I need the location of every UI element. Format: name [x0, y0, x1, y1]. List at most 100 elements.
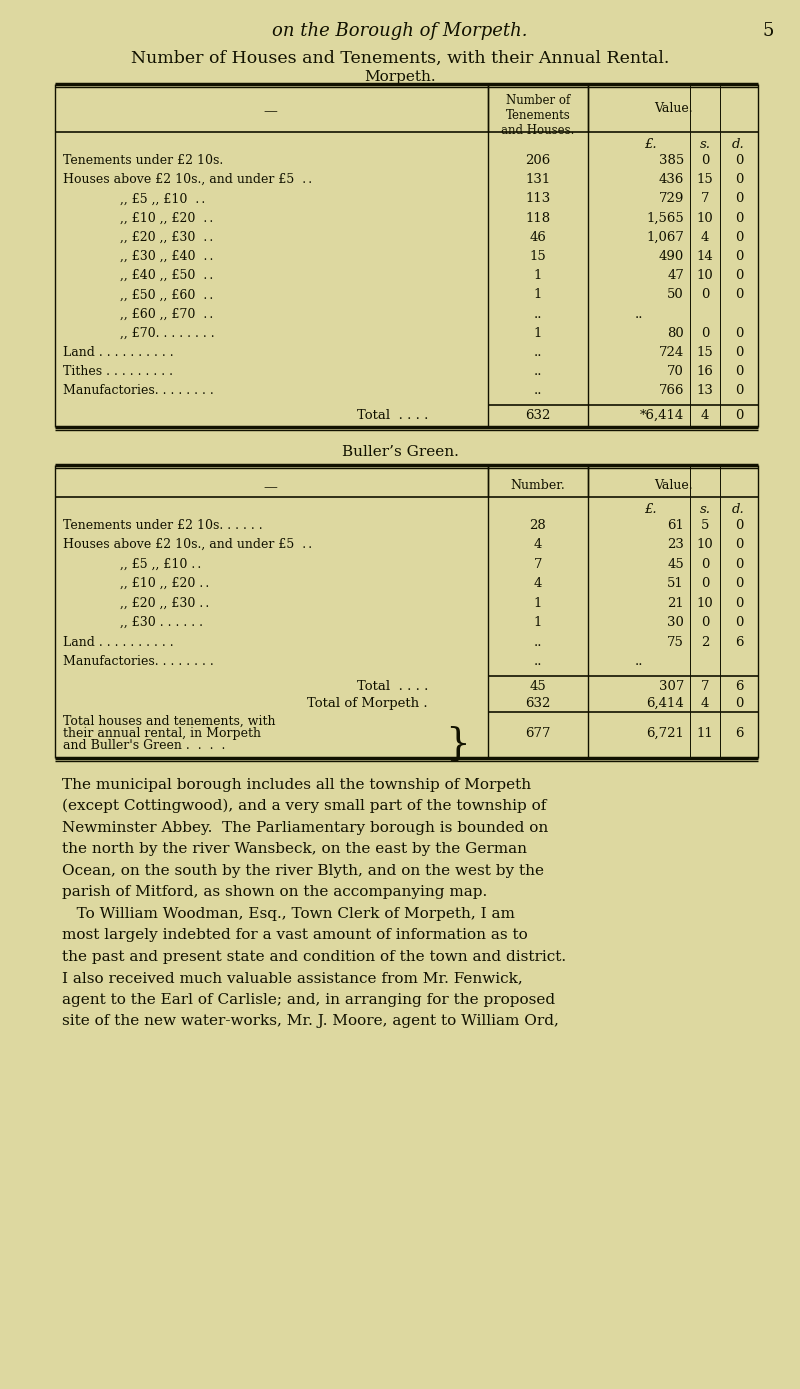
Text: 0: 0	[701, 576, 709, 590]
Text: site of the new water-works, Mr. J. Moore, agent to William Ord,: site of the new water-works, Mr. J. Moor…	[62, 1014, 559, 1028]
Text: 1,067: 1,067	[646, 231, 684, 244]
Text: the past and present state and condition of the town and district.: the past and present state and condition…	[62, 950, 566, 964]
Text: 16: 16	[697, 365, 714, 378]
Text: 0: 0	[701, 557, 709, 571]
Text: 50: 50	[667, 289, 684, 301]
Text: Value.: Value.	[654, 101, 692, 115]
Text: 724: 724	[658, 346, 684, 358]
Text: 23: 23	[667, 538, 684, 551]
Text: 6,721: 6,721	[646, 726, 684, 739]
Text: parish of Mitford, as shown on the accompanying map.: parish of Mitford, as shown on the accom…	[62, 885, 487, 899]
Text: 0: 0	[735, 557, 743, 571]
Text: Value.: Value.	[654, 479, 692, 492]
Text: 385: 385	[658, 154, 684, 167]
Text: 0: 0	[735, 597, 743, 610]
Text: ..: ..	[634, 307, 643, 321]
Text: Houses above £2 10s., and under £5  . .: Houses above £2 10s., and under £5 . .	[63, 538, 312, 551]
Text: }: }	[446, 725, 470, 763]
Text: 0: 0	[701, 289, 709, 301]
Text: Land . . . . . . . . . .: Land . . . . . . . . . .	[63, 346, 174, 358]
Text: Tenements under £2 10s.: Tenements under £2 10s.	[63, 154, 223, 167]
Text: 80: 80	[667, 326, 684, 340]
Text: 1: 1	[534, 617, 542, 629]
Text: Total of Morpeth .: Total of Morpeth .	[307, 697, 428, 710]
Text: ,, £40 ,, £50  . .: ,, £40 ,, £50 . .	[120, 269, 214, 282]
Text: agent to the Earl of Carlisle; and, in arranging for the proposed: agent to the Earl of Carlisle; and, in a…	[62, 993, 555, 1007]
Text: Morpeth.: Morpeth.	[364, 69, 436, 83]
Text: d.: d.	[732, 138, 744, 151]
Text: 45: 45	[667, 557, 684, 571]
Text: 51: 51	[667, 576, 684, 590]
Text: 45: 45	[530, 679, 546, 693]
Text: Ocean, on the south by the river Blyth, and on the west by the: Ocean, on the south by the river Blyth, …	[62, 864, 544, 878]
Text: ,, £20 ,, £30  . .: ,, £20 ,, £30 . .	[120, 231, 214, 244]
Text: 0: 0	[735, 193, 743, 206]
Text: 0: 0	[735, 385, 743, 397]
Text: 7: 7	[701, 679, 710, 693]
Text: ..: ..	[534, 636, 542, 649]
Text: 0: 0	[735, 346, 743, 358]
Text: Number of Houses and Tenements, with their Annual Rental.: Number of Houses and Tenements, with the…	[131, 50, 669, 67]
Text: 0: 0	[735, 250, 743, 263]
Text: Tenements under £2 10s. . . . . .: Tenements under £2 10s. . . . . .	[63, 518, 262, 532]
Text: Total  . . . .: Total . . . .	[357, 408, 428, 422]
Text: 0: 0	[735, 617, 743, 629]
Text: 4: 4	[701, 697, 709, 710]
Text: 0: 0	[735, 231, 743, 244]
Text: ,, £5 ,, £10  . .: ,, £5 ,, £10 . .	[120, 193, 206, 206]
Text: d.: d.	[732, 503, 744, 515]
Text: ,, £30 ,, £40  . .: ,, £30 ,, £40 . .	[120, 250, 214, 263]
Text: 28: 28	[530, 518, 546, 532]
Text: the north by the river Wansbeck, on the east by the German: the north by the river Wansbeck, on the …	[62, 842, 527, 856]
Text: 0: 0	[735, 576, 743, 590]
Text: Land . . . . . . . . . .: Land . . . . . . . . . .	[63, 636, 174, 649]
Text: 5: 5	[763, 22, 774, 40]
Text: *6,414: *6,414	[640, 408, 684, 422]
Text: 307: 307	[658, 679, 684, 693]
Text: 0: 0	[735, 289, 743, 301]
Text: 10: 10	[697, 597, 714, 610]
Text: 206: 206	[526, 154, 550, 167]
Text: ..: ..	[634, 656, 643, 668]
Text: I also received much valuable assistance from Mr. Fenwick,: I also received much valuable assistance…	[62, 971, 522, 985]
Text: ,, £5 ,, £10 . .: ,, £5 ,, £10 . .	[120, 557, 202, 571]
Text: 131: 131	[526, 174, 550, 186]
Text: ..: ..	[534, 307, 542, 321]
Text: 632: 632	[526, 697, 550, 710]
Text: 1: 1	[534, 269, 542, 282]
Text: Buller’s Green.: Buller’s Green.	[342, 444, 458, 458]
Text: 0: 0	[735, 154, 743, 167]
Text: 0: 0	[701, 326, 709, 340]
Text: ,, £10 ,, £20 . .: ,, £10 ,, £20 . .	[120, 576, 210, 590]
Text: Manufactories. . . . . . . .: Manufactories. . . . . . . .	[63, 385, 214, 397]
Text: 61: 61	[667, 518, 684, 532]
Text: 4: 4	[701, 231, 709, 244]
Text: To William Woodman, Esq., Town Clerk of Morpeth, I am: To William Woodman, Esq., Town Clerk of …	[62, 907, 515, 921]
Text: 113: 113	[526, 193, 550, 206]
Text: 0: 0	[735, 408, 743, 422]
Text: 4: 4	[534, 538, 542, 551]
Text: 0: 0	[735, 365, 743, 378]
Text: on the Borough of Morpeth.: on the Borough of Morpeth.	[272, 22, 528, 40]
Text: 677: 677	[526, 726, 550, 739]
Text: 2: 2	[701, 636, 709, 649]
Text: 0: 0	[735, 697, 743, 710]
Text: ..: ..	[534, 385, 542, 397]
Text: 10: 10	[697, 211, 714, 225]
Text: ,, £70. . . . . . . .: ,, £70. . . . . . . .	[120, 326, 214, 340]
Text: 21: 21	[667, 597, 684, 610]
Text: Manufactories. . . . . . . .: Manufactories. . . . . . . .	[63, 656, 214, 668]
Text: 1: 1	[534, 326, 542, 340]
Text: 47: 47	[667, 269, 684, 282]
Text: Number.: Number.	[510, 479, 566, 492]
Text: 1: 1	[534, 289, 542, 301]
Text: 6: 6	[734, 726, 743, 739]
Text: s.: s.	[699, 138, 710, 151]
Text: ,, £30 . . . . . .: ,, £30 . . . . . .	[120, 617, 203, 629]
Text: 15: 15	[697, 174, 714, 186]
Text: 0: 0	[735, 518, 743, 532]
Text: —: —	[263, 104, 277, 118]
Text: ,, £10 ,, £20  . .: ,, £10 ,, £20 . .	[120, 211, 214, 225]
Text: 10: 10	[697, 269, 714, 282]
Text: 6: 6	[734, 636, 743, 649]
